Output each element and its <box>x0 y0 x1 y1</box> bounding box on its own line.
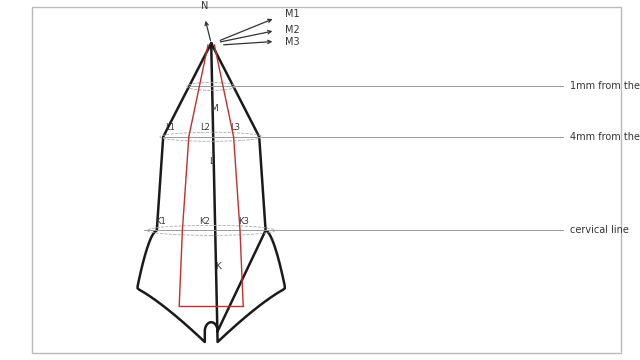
Text: M1: M1 <box>285 9 300 19</box>
Text: L1: L1 <box>164 123 175 132</box>
Text: cervical line: cervical line <box>570 225 628 235</box>
Text: M3: M3 <box>285 37 300 47</box>
Text: L: L <box>209 157 214 166</box>
Text: K: K <box>214 262 221 271</box>
Text: M: M <box>211 104 218 112</box>
Text: M2: M2 <box>285 24 300 35</box>
Text: N: N <box>201 1 209 11</box>
Text: 4mm from the apex: 4mm from the apex <box>570 132 640 142</box>
Text: K2: K2 <box>200 217 210 226</box>
Text: 1mm from the apex: 1mm from the apex <box>570 81 640 91</box>
Text: L3: L3 <box>230 123 240 132</box>
Text: K1: K1 <box>155 217 165 226</box>
Text: K3: K3 <box>238 217 248 226</box>
Text: L2: L2 <box>200 123 210 132</box>
